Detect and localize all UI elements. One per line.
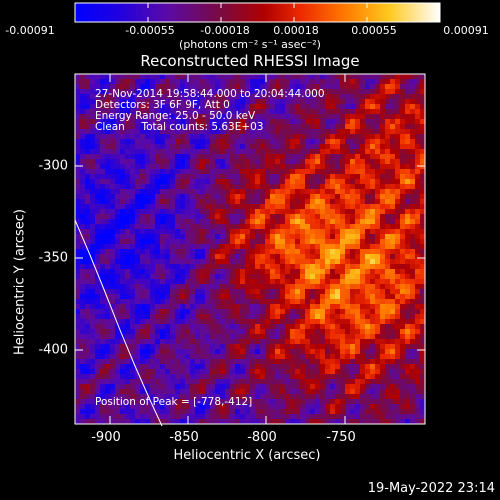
x-axis-ticks [109, 74, 346, 424]
colorbar [74, 2, 441, 23]
colorbar-tick-label: -0.00091 [5, 24, 55, 37]
energy-range-label: Energy Range: 25.0 - 50.0 keV [95, 110, 256, 122]
time-range-label: 27-Nov-2014 19:58:44.000 to 20:04:44.000 [95, 88, 325, 100]
clean-counts-label: Clean Total counts: 5.63E+03 [95, 121, 264, 133]
colorbar-tick-label: 0.00091 [443, 24, 489, 37]
plot-frame [74, 73, 426, 425]
x-tick-label: -850 [169, 430, 199, 445]
x-tick-label: -800 [247, 430, 277, 445]
colorbar-tick-label: 0.00055 [351, 24, 397, 37]
colorbar-tick-label: -0.00018 [200, 24, 250, 37]
x-tick-label: -900 [91, 430, 121, 445]
timestamp-label: 19-May-2022 23:14 [367, 481, 495, 496]
y-tick-label: -400 [38, 342, 68, 358]
colorbar-tick-label: 0.00018 [273, 24, 319, 37]
peak-position-label: Position of Peak = [-778,-412] [95, 396, 253, 408]
colorbar-gradient [74, 2, 441, 23]
y-tick-label: -300 [38, 158, 68, 174]
plot-title: Reconstructed RHESSI Image [140, 52, 360, 70]
detectors-label: Detectors: 3F 6F 9F, Att 0 [95, 99, 230, 111]
y-tick-label: -350 [38, 250, 68, 266]
x-axis-label: Heliocentric X (arcsec) [173, 448, 321, 463]
solar-limb-line [74, 219, 163, 427]
colorbar-unit-label: (photons cm⁻² s⁻¹ asec⁻²) [179, 38, 321, 51]
y-axis-ticks [75, 165, 425, 351]
x-tick-label: -750 [326, 430, 356, 445]
reconstructed-image-pixels [75, 74, 426, 425]
colorbar-tick-label: -0.00055 [125, 24, 175, 37]
y-axis-label: Heliocentric Y (arcsec) [12, 209, 28, 355]
